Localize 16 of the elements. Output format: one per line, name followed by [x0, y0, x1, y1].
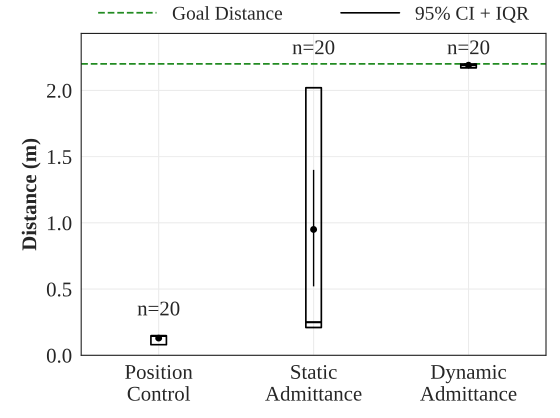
y-axis-title: Distance (m)	[22, 138, 41, 250]
annotation: n=20	[448, 40, 490, 54]
annotation: n=20	[138, 302, 180, 316]
annotation: n=20	[292, 40, 334, 54]
y-tick-label: 1.0	[48, 216, 72, 230]
point	[310, 226, 318, 233]
y-tick-label: 0.0	[46, 348, 72, 363]
legend-label: Goal Distance	[172, 6, 282, 20]
x-tick-label: Static Admittance	[265, 364, 362, 401]
point	[465, 62, 472, 69]
x-tick-label: Position Control	[125, 364, 193, 401]
y-tick-label: 0.5	[46, 282, 72, 297]
y-tick-label: 2.0	[47, 84, 72, 98]
legend-label: 95% CI + IQR	[416, 6, 530, 23]
y-tick-label: 1.5	[48, 150, 72, 164]
x-tick-label: Dynamic Admittance	[420, 364, 516, 401]
